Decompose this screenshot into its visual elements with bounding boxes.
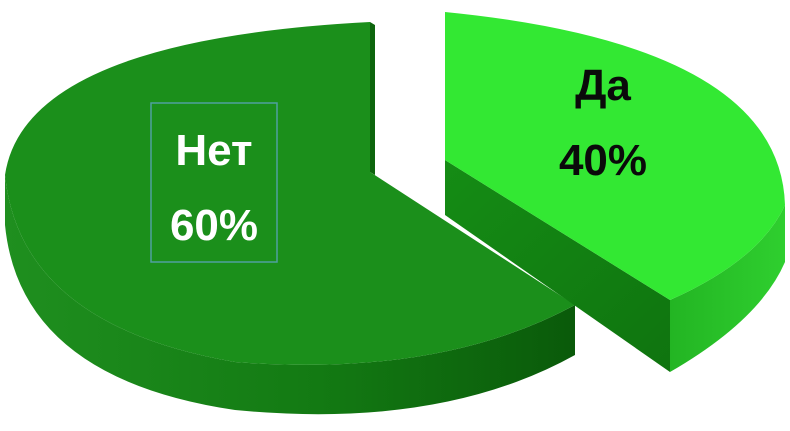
label-box-no <box>150 102 278 263</box>
pie-slice-no-cut-face <box>370 22 375 175</box>
pie-slice-no-side <box>5 175 575 415</box>
pie-slice-no-top <box>5 22 575 365</box>
label-yes-name: Да <box>575 61 631 110</box>
label-no-name: Нет <box>175 126 252 175</box>
pie-slice-yes-top <box>445 12 785 300</box>
pie-slice-yes <box>445 12 785 372</box>
label-yes-value: 40% <box>559 136 647 185</box>
pie-slice-no <box>5 22 575 415</box>
label-no-value: 60% <box>170 201 258 250</box>
pie-slice-yes-inner-face <box>445 160 670 372</box>
pie-slice-yes-side <box>670 205 785 372</box>
